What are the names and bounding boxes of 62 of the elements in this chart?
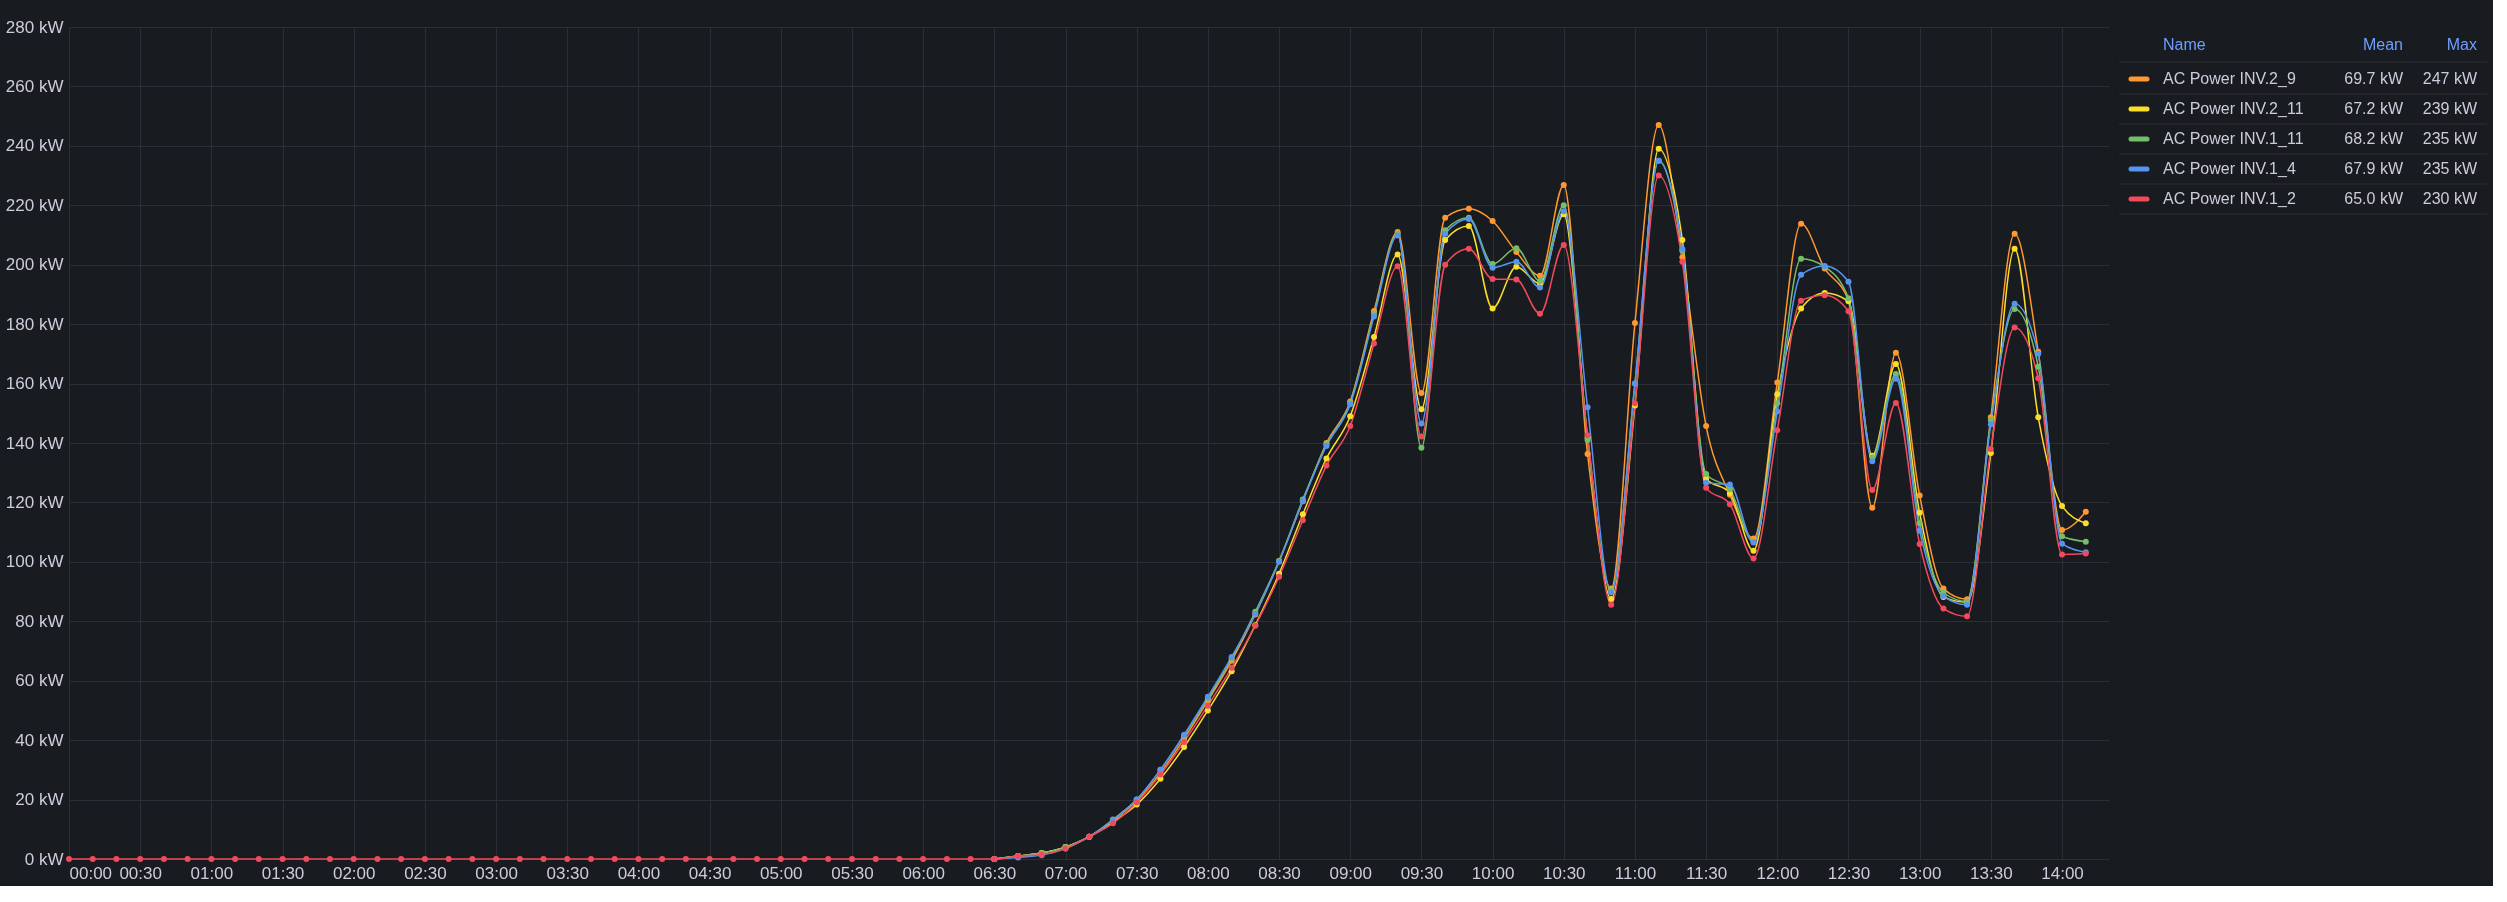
x-tick-label: 02:00 (332, 863, 376, 883)
y-tick-label: 100 kW (5, 552, 64, 572)
x-tick-label: 13:00 (1898, 863, 1942, 883)
x-tick-label: 10:00 (1471, 863, 1515, 883)
x-tick-label: 13:30 (1970, 863, 2013, 883)
x-tick-label: 08:30 (1258, 863, 1301, 883)
text: Mean (2362, 36, 2403, 53)
text: 230 kW (2422, 190, 2478, 207)
y-tick-label: 0 kW (24, 849, 64, 869)
x-tick-label: 06:30 (973, 863, 1017, 883)
y-tick-label: 60 kW (15, 671, 64, 691)
x-tick-label: 01:30 (261, 863, 305, 883)
text: 239 kW (2422, 100, 2478, 117)
x-tick-label: 04:30 (688, 863, 732, 883)
x-tick-label: 11:30 (1685, 863, 1728, 883)
x-tick-label: 07:00 (1044, 863, 1088, 883)
text: 68.2 kW (2344, 130, 2404, 147)
y-tick-label: 120 kW (5, 492, 64, 512)
x-tick-label: 11:00 (1614, 863, 1657, 883)
y-tick-label: 160 kW (5, 374, 64, 394)
x-tick-label: 03:00 (475, 863, 518, 883)
legend-label: AC Power INV.1_4 (2163, 160, 2296, 178)
x-tick-label: 12:30 (1827, 863, 1871, 883)
y-tick-label: 80 kW (15, 611, 64, 631)
y-tick-label: 200 kW (5, 255, 64, 275)
x-tick-label: 09:30 (1400, 863, 1444, 883)
text: 235 kW (2422, 130, 2478, 147)
x-tick-label: 00:00 (69, 863, 113, 883)
x-tick-label: 10:30 (1542, 863, 1586, 883)
y-tick-label: 180 kW (5, 314, 64, 334)
x-tick-label: 08:00 (1187, 863, 1230, 883)
x-tick-label: 12:00 (1756, 863, 1800, 883)
y-tick-label: 140 kW (5, 433, 64, 453)
y-tick-label: 20 kW (15, 790, 64, 810)
x-tick-label: 07:30 (1115, 863, 1159, 883)
text: 67.2 kW (2344, 100, 2404, 117)
text: 65.0 kW (2344, 190, 2404, 207)
legend-label: AC Power INV.2_11 (2163, 100, 2304, 118)
y-tick-label: 260 kW (5, 76, 64, 96)
x-tick-label: 09:00 (1329, 863, 1372, 883)
text: 247 kW (2422, 70, 2478, 87)
text: Max (2446, 36, 2477, 53)
text: Name (2163, 36, 2206, 53)
x-tick-label: 00:30 (119, 863, 162, 883)
x-tick-label: 03:30 (546, 863, 590, 883)
y-tick-label: 220 kW (5, 195, 64, 215)
x-tick-label: 02:30 (404, 863, 447, 883)
text: 235 kW (2422, 160, 2478, 177)
text: 67.9 kW (2344, 160, 2404, 177)
legend-label: AC Power INV.2_9 (2163, 70, 2296, 88)
x-tick-label: 04:00 (617, 863, 661, 883)
y-tick-label: 40 kW (15, 730, 64, 750)
x-tick-label: 01:00 (190, 863, 234, 883)
legend-label: AC Power INV.1_11 (2163, 130, 2304, 148)
x-tick-label: 06:00 (902, 863, 945, 883)
x-tick-label: 05:30 (831, 863, 874, 883)
y-tick-label: 280 kW (5, 17, 64, 37)
legend-label: AC Power INV.1_2 (2163, 190, 2296, 208)
x-tick-label: 14:00 (2041, 863, 2084, 883)
x-tick-label: 05:00 (760, 863, 803, 883)
text: 69.7 kW (2344, 70, 2404, 87)
y-tick-label: 240 kW (5, 136, 64, 156)
